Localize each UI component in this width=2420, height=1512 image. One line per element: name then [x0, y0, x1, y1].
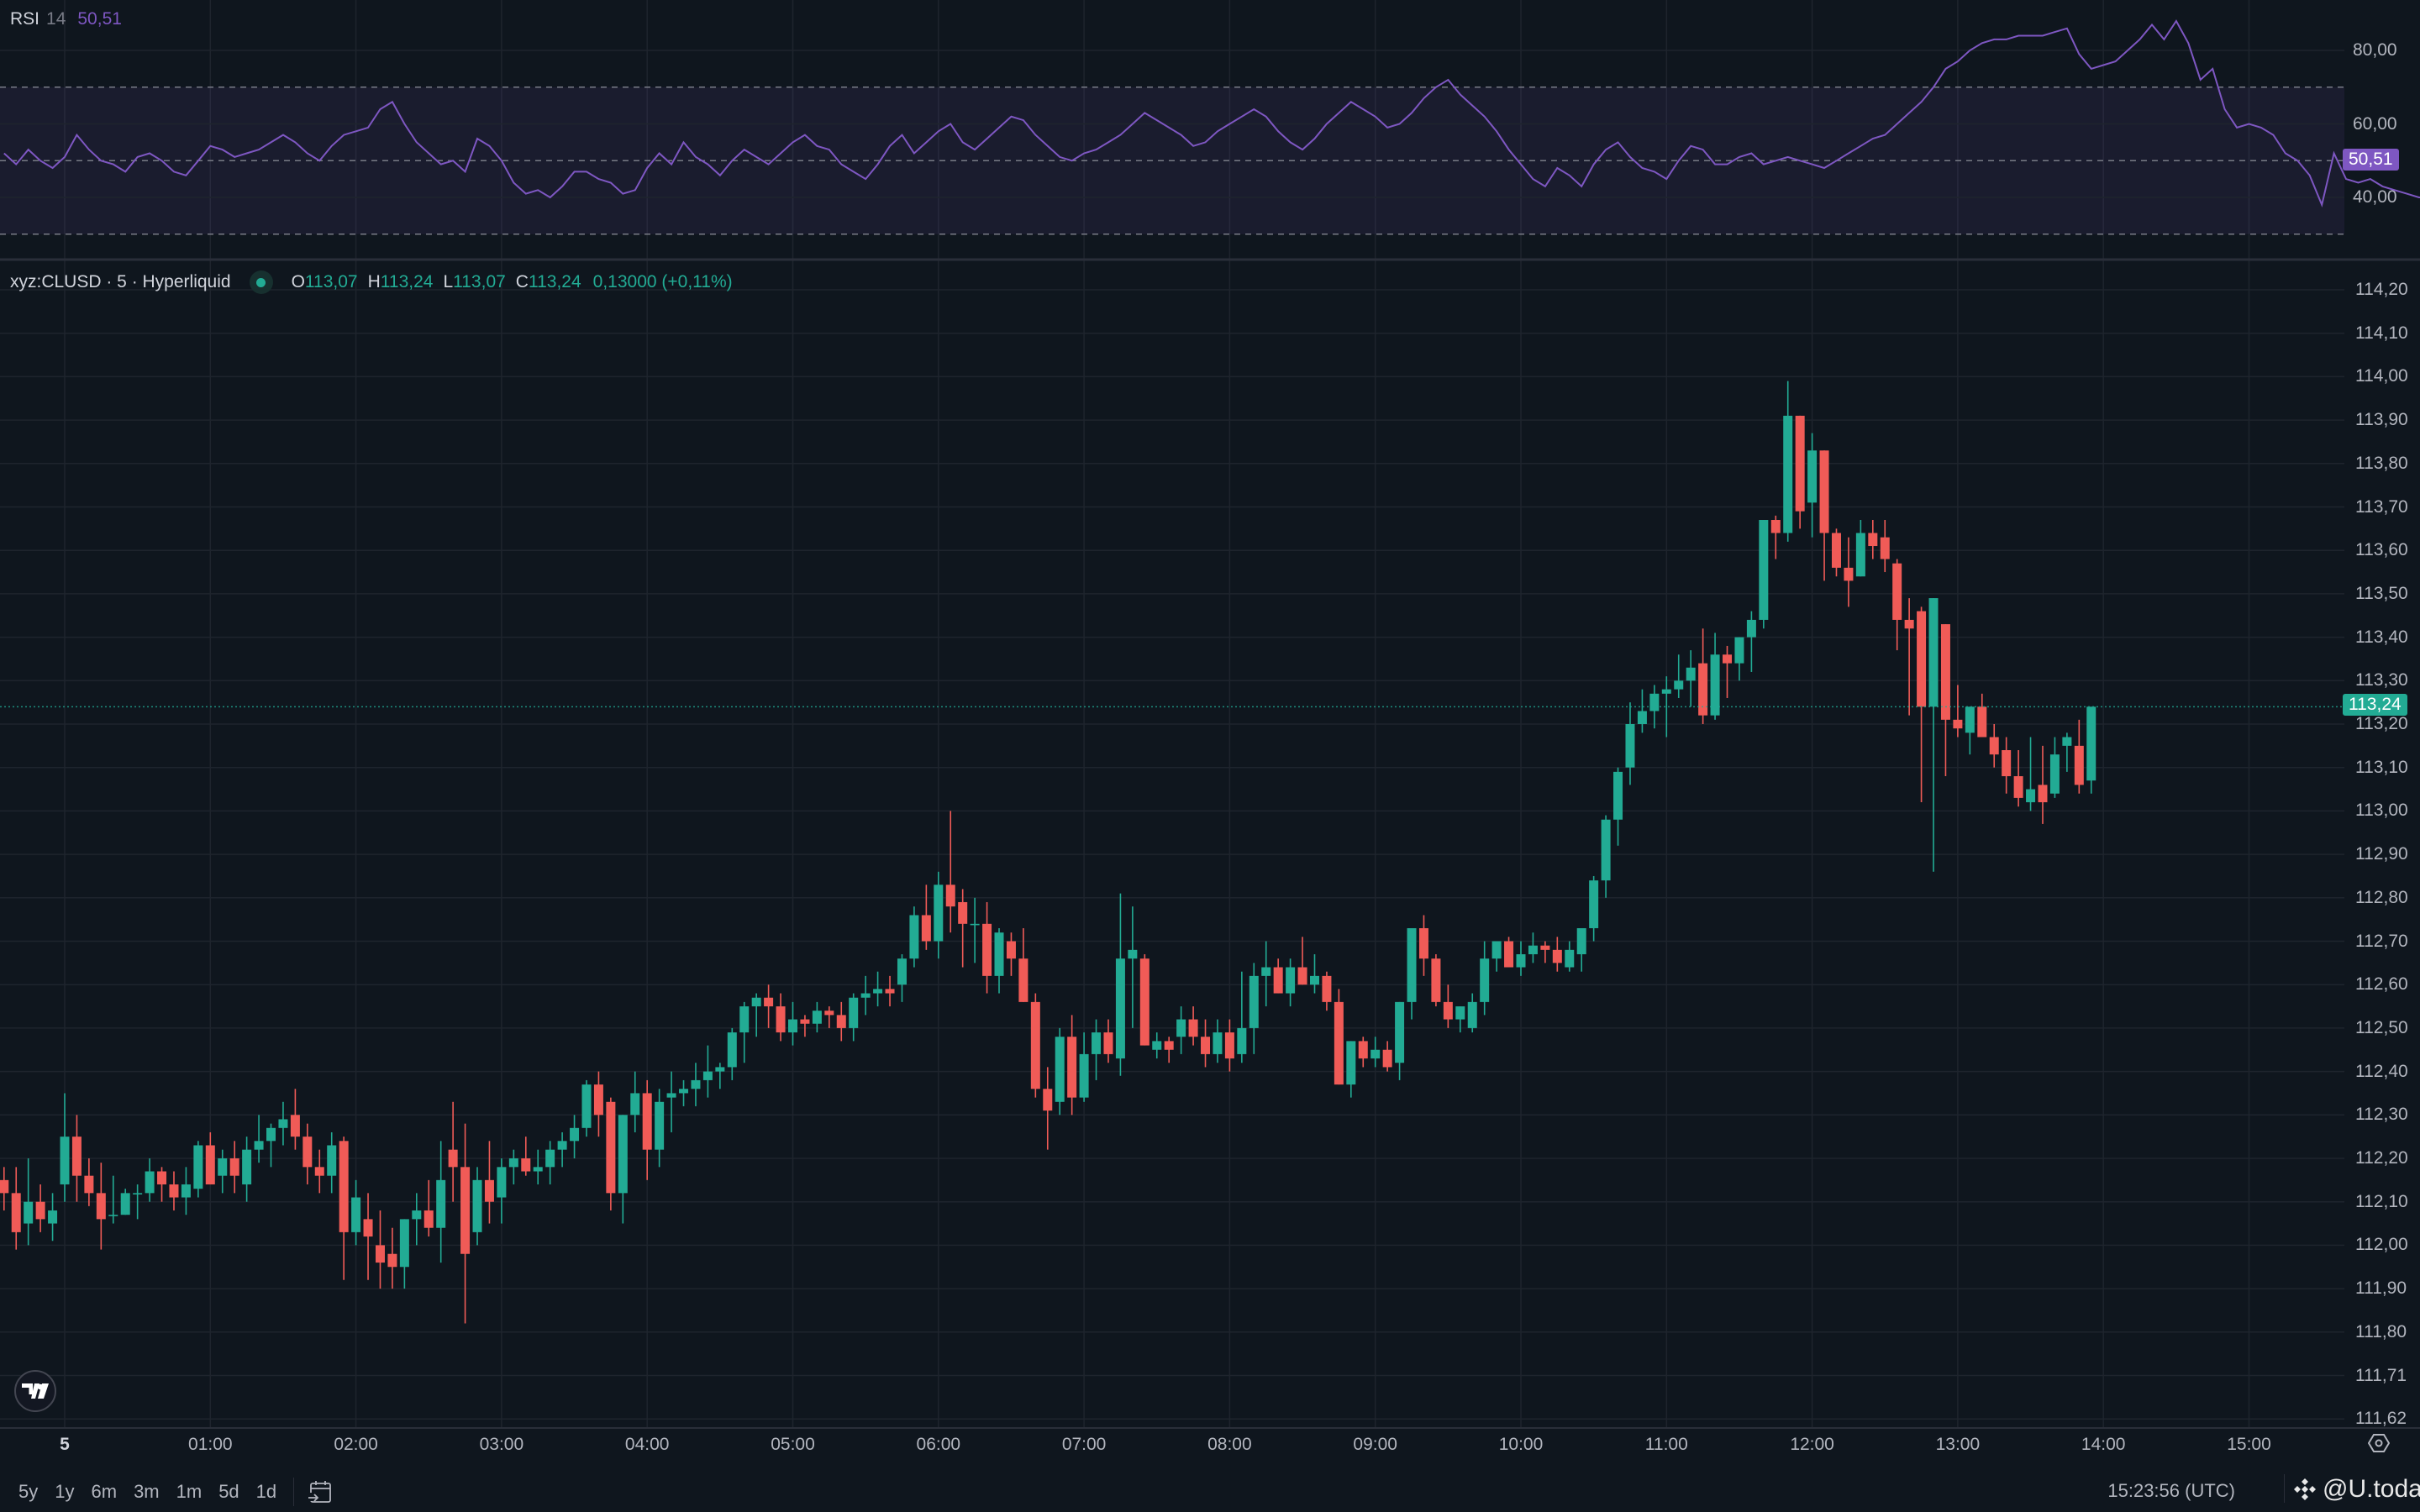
price-axis-label: 113,70: [2355, 496, 2408, 517]
rsi-indicator-length: 14: [46, 9, 66, 29]
price-axis-label: 111,80: [2355, 1321, 2407, 1341]
price-axis-label: 112,50: [2355, 1017, 2408, 1037]
close-label: C: [515, 272, 529, 291]
bottom-toolbar: 5y 1y 6m 3m 1m 5d 1d: [0, 1472, 2420, 1512]
rsi-indicator-value: 50,51: [77, 9, 122, 29]
range-1m-button[interactable]: 1m: [176, 1481, 203, 1502]
price-axis-label: 111,90: [2355, 1278, 2407, 1299]
price-axis-label: 112,60: [2355, 974, 2408, 995]
price-axis-label: 112,80: [2355, 887, 2408, 907]
high-value: 113,24: [380, 272, 434, 291]
rsi-indicator-name: RSI: [10, 9, 40, 29]
time-axis-label: 04:00: [624, 1435, 670, 1454]
goto-date-button[interactable]: [302, 1479, 338, 1504]
range-6m-button[interactable]: 6m: [91, 1481, 118, 1502]
symbol-title[interactable]: xyz:CLUSD · 5 · Hyperliquid: [10, 272, 231, 291]
price-change: 0,13000 (+0,11%): [592, 272, 733, 291]
time-axis-label: 14:00: [2081, 1435, 2126, 1454]
time-axis-label: 02:00: [334, 1435, 378, 1454]
price-axis-label: 112,40: [2355, 1061, 2408, 1081]
time-axis-label: 05:00: [771, 1435, 815, 1454]
price-axis-label: 113,80: [2355, 453, 2408, 473]
main-series-legend[interactable]: xyz:CLUSD · 5 · Hyperliquid O113,07 H113…: [10, 270, 733, 294]
price-axis-label: 113,90: [2355, 410, 2408, 430]
binance-logo-icon: [2294, 1478, 2316, 1500]
price-axis-label: 112,10: [2355, 1191, 2408, 1211]
price-axis-label: 113,20: [2355, 714, 2408, 733]
time-axis-label: 01:00: [188, 1435, 233, 1454]
time-axis-label: 11:00: [1644, 1435, 1688, 1454]
price-axis-label: 114,20: [2355, 280, 2408, 299]
time-axis-label: 09:00: [1353, 1435, 1397, 1454]
time-axis-label: 10:00: [1498, 1435, 1544, 1454]
rsi-axis-label: 60,00: [2353, 113, 2397, 134]
tradingview-logo-icon: [22, 1383, 49, 1399]
price-axis-label: 114,00: [2355, 366, 2408, 386]
watermark-text: @U.today: [2323, 1475, 2420, 1503]
utc-clock[interactable]: 15:23:56 (UTC): [2107, 1480, 2235, 1501]
time-axis-label: 15:00: [2227, 1435, 2271, 1454]
price-axis-label: 113,00: [2355, 801, 2408, 821]
low-label: L: [443, 272, 454, 291]
rsi-legend[interactable]: RSI 14 50,51: [10, 9, 122, 29]
range-3m-button[interactable]: 3m: [134, 1481, 160, 1502]
price-axis-label: 111,71: [2355, 1365, 2407, 1385]
price-axis-label: 112,30: [2355, 1105, 2408, 1125]
tradingview-logo[interactable]: [14, 1370, 56, 1412]
price-axis-label: 113,10: [2355, 757, 2408, 777]
ohlc-values: O113,07 H113,24 L113,07 C113,24: [292, 272, 581, 292]
range-5d-button[interactable]: 5d: [218, 1481, 239, 1502]
rsi-last-value-tag: 50,51: [2343, 149, 2399, 171]
rsi-axis-label: 80,00: [2353, 40, 2397, 60]
calendar-goto-icon: [308, 1481, 332, 1503]
time-axis-label: 13:00: [1935, 1435, 1981, 1454]
price-axis-label: 113,50: [2355, 583, 2408, 603]
range-1d-button[interactable]: 1d: [255, 1481, 277, 1502]
price-axis-label: 112,20: [2355, 1148, 2408, 1168]
market-status-icon[interactable]: [249, 270, 273, 294]
settings-hexagon-icon: [2367, 1434, 2391, 1452]
time-axis-label: 5: [60, 1435, 70, 1454]
range-1y-button[interactable]: 1y: [55, 1481, 75, 1502]
toolbar-divider: [293, 1478, 295, 1506]
last-price-tag: 113,24: [2343, 694, 2407, 716]
time-axis-label: 03:00: [479, 1435, 524, 1454]
time-axis-label: 08:00: [1207, 1435, 1252, 1454]
chart-settings-button[interactable]: [2367, 1432, 2391, 1458]
open-value: 113,07: [304, 272, 358, 291]
low-value: 113,07: [453, 272, 506, 291]
time-axis-label: 07:00: [1061, 1435, 1107, 1454]
price-axis-label: 112,90: [2355, 844, 2408, 864]
range-5y-button[interactable]: 5y: [18, 1481, 39, 1502]
price-axis-label: 113,30: [2355, 670, 2408, 690]
clock-divider: [2284, 1474, 2285, 1503]
time-axis-label: 06:00: [916, 1435, 961, 1454]
price-axis-label: 112,70: [2355, 931, 2408, 951]
high-label: H: [367, 272, 381, 291]
open-label: O: [291, 272, 305, 291]
time-axis-label: 12:00: [1790, 1435, 1834, 1454]
price-axis-label: 113,40: [2355, 627, 2408, 647]
price-axis-label: 112,00: [2355, 1235, 2408, 1255]
price-axis-label: 114,10: [2355, 323, 2408, 343]
price-axis-label: 113,60: [2355, 540, 2408, 560]
rsi-axis-label: 40,00: [2353, 187, 2397, 207]
price-axis-label: 111,62: [2355, 1409, 2407, 1429]
watermark: @U.today: [2292, 1475, 2420, 1504]
close-value: 113,24: [528, 272, 581, 291]
